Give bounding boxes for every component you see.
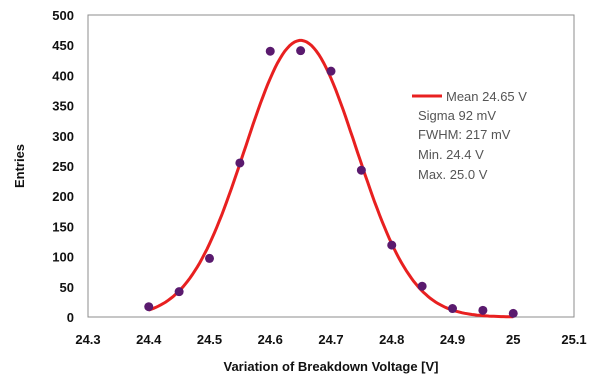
y-tick-label: 250 xyxy=(52,159,74,174)
data-points xyxy=(144,46,518,318)
data-point xyxy=(478,305,488,315)
x-tick-label: 25.1 xyxy=(561,332,586,347)
legend-fwhm: FWHM: 217 mV xyxy=(418,127,511,142)
data-point xyxy=(205,253,214,263)
data-point xyxy=(356,165,366,175)
y-axis-title: Entries xyxy=(12,144,27,188)
y-tick-labels: 0 50 100 150 200 250 300 350 400 450 500 xyxy=(52,8,74,325)
data-point xyxy=(387,240,397,250)
x-tick-label: 24.9 xyxy=(440,332,465,347)
y-tick-label: 200 xyxy=(52,189,74,204)
data-point xyxy=(508,308,518,318)
x-tick-label: 24.6 xyxy=(258,332,283,347)
y-tick-label: 150 xyxy=(52,219,74,234)
data-point xyxy=(144,302,154,312)
legend-max: Max. 25.0 V xyxy=(418,167,488,182)
data-point xyxy=(296,46,306,56)
x-tick-label: 24.3 xyxy=(75,332,100,347)
x-tick-labels: 24.3 24.4 24.5 24.6 24.7 24.8 24.9 25 25.1 xyxy=(75,332,586,347)
data-point xyxy=(448,304,457,314)
x-tick-label: 24.4 xyxy=(136,332,162,347)
y-tick-label: 450 xyxy=(52,38,74,53)
x-tick-label: 25 xyxy=(506,332,520,347)
plot-area xyxy=(87,14,575,318)
data-point xyxy=(174,287,184,297)
data-point xyxy=(265,46,275,56)
y-tick-label: 50 xyxy=(60,280,74,295)
y-tick-label: 400 xyxy=(52,68,74,83)
legend-min: Min. 24.4 V xyxy=(418,147,484,162)
data-point xyxy=(235,158,245,168)
data-point xyxy=(326,66,336,76)
x-tick-label: 24.8 xyxy=(379,332,404,347)
data-point xyxy=(417,281,427,291)
x-tick-label: 24.7 xyxy=(318,332,343,347)
x-axis-title: Variation of Breakdown Voltage [V] xyxy=(223,359,438,374)
legend-fit-label: Mean 24.65 V xyxy=(446,89,527,104)
legend-sigma: Sigma 92 mV xyxy=(418,108,496,123)
y-tick-label: 350 xyxy=(52,99,74,114)
x-tick-label: 24.5 xyxy=(197,332,222,347)
y-tick-label: 500 xyxy=(52,8,74,23)
legend: Mean 24.65 V Sigma 92 mV FWHM: 217 mV Mi… xyxy=(412,89,527,182)
y-tick-label: 0 xyxy=(67,310,74,325)
y-tick-label: 300 xyxy=(52,129,74,144)
y-tick-label: 100 xyxy=(52,250,74,265)
